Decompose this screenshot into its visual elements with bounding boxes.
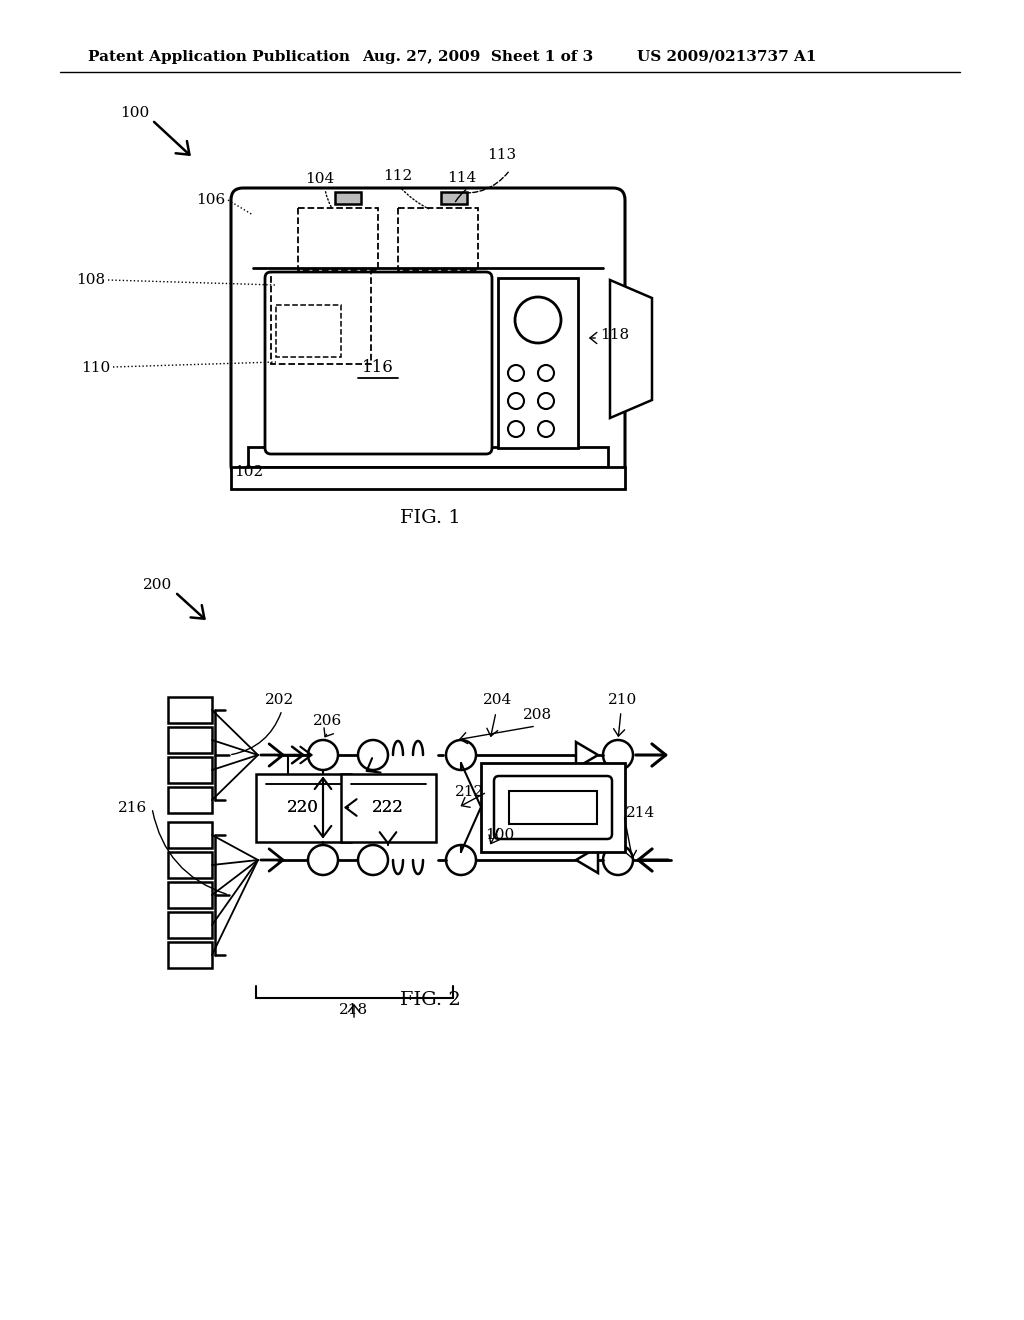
Circle shape bbox=[538, 366, 554, 381]
Text: 106: 106 bbox=[196, 193, 225, 207]
Circle shape bbox=[508, 421, 524, 437]
Bar bbox=[168, 727, 212, 752]
Bar bbox=[248, 447, 608, 467]
Text: FIG. 1: FIG. 1 bbox=[399, 510, 461, 527]
Bar bbox=[441, 191, 467, 205]
Bar bbox=[509, 791, 597, 824]
Bar bbox=[276, 305, 341, 356]
Text: 212: 212 bbox=[455, 785, 484, 799]
Bar bbox=[335, 191, 361, 205]
Circle shape bbox=[446, 845, 476, 875]
Text: 204: 204 bbox=[483, 693, 513, 708]
Bar bbox=[481, 763, 625, 851]
Circle shape bbox=[308, 741, 338, 770]
Bar bbox=[168, 882, 212, 908]
Text: 108: 108 bbox=[76, 273, 105, 286]
Text: 220: 220 bbox=[287, 799, 318, 816]
Circle shape bbox=[508, 366, 524, 381]
Circle shape bbox=[603, 845, 633, 875]
Text: 200: 200 bbox=[143, 578, 172, 591]
Text: 208: 208 bbox=[522, 708, 552, 722]
Text: 206: 206 bbox=[313, 714, 343, 729]
Text: US 2009/0213737 A1: US 2009/0213737 A1 bbox=[637, 50, 816, 63]
Text: 220: 220 bbox=[287, 799, 318, 816]
Bar bbox=[168, 756, 212, 783]
Circle shape bbox=[358, 741, 388, 770]
Bar bbox=[271, 272, 371, 364]
Bar bbox=[341, 774, 436, 842]
Text: 100: 100 bbox=[120, 106, 150, 120]
Bar bbox=[168, 822, 212, 847]
Text: FIG. 2: FIG. 2 bbox=[399, 991, 461, 1008]
Polygon shape bbox=[610, 280, 652, 418]
Circle shape bbox=[538, 393, 554, 409]
Circle shape bbox=[538, 421, 554, 437]
Bar bbox=[398, 209, 478, 271]
Text: Aug. 27, 2009  Sheet 1 of 3: Aug. 27, 2009 Sheet 1 of 3 bbox=[362, 50, 593, 63]
Text: 104: 104 bbox=[305, 172, 335, 186]
FancyBboxPatch shape bbox=[231, 187, 625, 477]
Text: 214: 214 bbox=[626, 807, 655, 820]
Circle shape bbox=[308, 845, 338, 875]
Text: 216: 216 bbox=[118, 801, 147, 814]
FancyBboxPatch shape bbox=[494, 776, 612, 840]
Text: Patent Application Publication: Patent Application Publication bbox=[88, 50, 350, 63]
Bar bbox=[168, 942, 212, 968]
Text: 222: 222 bbox=[372, 799, 403, 816]
Text: 102: 102 bbox=[234, 465, 263, 479]
Bar bbox=[298, 209, 378, 271]
Text: 118: 118 bbox=[600, 327, 629, 342]
Text: 110: 110 bbox=[81, 360, 110, 375]
Text: 210: 210 bbox=[608, 693, 638, 708]
Circle shape bbox=[358, 845, 388, 875]
Bar bbox=[498, 279, 578, 447]
Circle shape bbox=[446, 741, 476, 770]
Text: 116: 116 bbox=[362, 359, 394, 376]
Circle shape bbox=[508, 393, 524, 409]
Bar bbox=[256, 774, 351, 842]
Text: 114: 114 bbox=[447, 172, 476, 185]
Text: 112: 112 bbox=[383, 169, 413, 183]
Bar bbox=[231, 467, 625, 488]
Text: 100: 100 bbox=[485, 828, 515, 842]
Bar bbox=[168, 697, 212, 723]
Polygon shape bbox=[575, 847, 598, 873]
Text: 113: 113 bbox=[487, 148, 516, 162]
Circle shape bbox=[515, 297, 561, 343]
Text: 222: 222 bbox=[372, 799, 403, 816]
Text: 202: 202 bbox=[265, 693, 295, 708]
Polygon shape bbox=[575, 742, 598, 768]
Bar bbox=[168, 912, 212, 939]
Bar bbox=[168, 851, 212, 878]
Text: 218: 218 bbox=[339, 1003, 369, 1016]
FancyBboxPatch shape bbox=[265, 272, 492, 454]
Circle shape bbox=[603, 741, 633, 770]
Bar bbox=[168, 787, 212, 813]
